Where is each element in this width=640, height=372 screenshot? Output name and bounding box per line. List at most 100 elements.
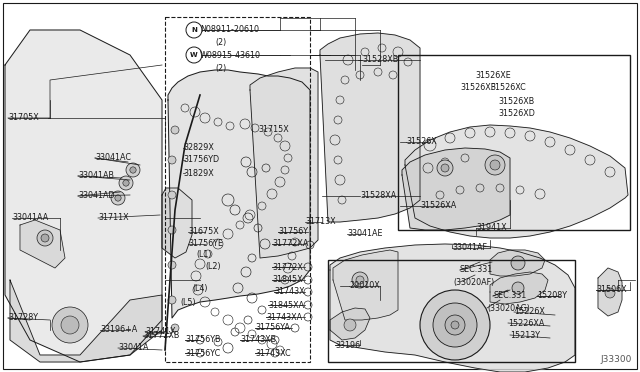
Text: 33041AB: 33041AB <box>78 171 114 180</box>
Text: 31713X: 31713X <box>305 218 335 227</box>
Text: 31526XE: 31526XE <box>475 71 511 80</box>
Text: J33300: J33300 <box>600 355 632 364</box>
Polygon shape <box>5 30 162 362</box>
Circle shape <box>356 276 364 284</box>
Text: 31756Y: 31756Y <box>278 228 308 237</box>
Circle shape <box>130 167 136 173</box>
Polygon shape <box>162 188 192 258</box>
Text: 31845XA: 31845XA <box>268 301 304 310</box>
Text: (2): (2) <box>215 38 227 48</box>
Polygon shape <box>490 250 545 276</box>
Text: 15208Y: 15208Y <box>537 292 567 301</box>
Polygon shape <box>333 250 398 320</box>
Polygon shape <box>168 70 310 318</box>
Circle shape <box>186 22 202 38</box>
Text: 33041AF: 33041AF <box>452 244 487 253</box>
Text: 31756YE: 31756YE <box>188 240 223 248</box>
Circle shape <box>511 256 525 270</box>
Polygon shape <box>330 308 370 340</box>
Text: 31528XB: 31528XB <box>362 55 398 64</box>
Text: 33041AE: 33041AE <box>347 230 383 238</box>
Circle shape <box>123 180 129 186</box>
Text: 31526XB: 31526XB <box>498 96 534 106</box>
Text: 31526XA: 31526XA <box>420 202 456 211</box>
Circle shape <box>126 163 140 177</box>
Text: 33041AC: 33041AC <box>95 154 131 163</box>
Text: 31741X: 31741X <box>145 327 175 337</box>
Text: 31728Y: 31728Y <box>8 314 38 323</box>
Text: SEC.331: SEC.331 <box>493 292 526 301</box>
Text: 31528XA: 31528XA <box>360 192 396 201</box>
Text: 31756YC: 31756YC <box>185 349 220 357</box>
Polygon shape <box>320 33 420 222</box>
Text: 31743XB: 31743XB <box>240 336 276 344</box>
Text: 33041A: 33041A <box>118 343 148 353</box>
Text: 31772XB: 31772XB <box>143 331 179 340</box>
Text: W: W <box>190 52 198 58</box>
Circle shape <box>441 164 449 172</box>
Text: 31829X: 31829X <box>183 169 214 177</box>
Text: W08915-43610: W08915-43610 <box>200 51 261 60</box>
Text: 31772XA: 31772XA <box>272 240 308 248</box>
Circle shape <box>168 156 176 164</box>
Circle shape <box>37 230 53 246</box>
Text: 33196: 33196 <box>335 340 360 350</box>
Text: 31743X: 31743X <box>274 288 305 296</box>
Circle shape <box>168 296 176 304</box>
Text: N: N <box>191 27 197 33</box>
Circle shape <box>119 176 133 190</box>
Text: (L2): (L2) <box>205 263 221 272</box>
Circle shape <box>490 160 500 170</box>
Circle shape <box>605 288 615 298</box>
Text: 31675X: 31675X <box>188 228 219 237</box>
Text: 29010X: 29010X <box>349 282 380 291</box>
Polygon shape <box>250 68 318 258</box>
Circle shape <box>420 290 490 360</box>
Circle shape <box>111 191 125 205</box>
Text: (33020AF): (33020AF) <box>453 278 494 286</box>
Polygon shape <box>20 220 65 268</box>
Text: (L5): (L5) <box>180 298 196 307</box>
Text: 31705X: 31705X <box>8 113 39 122</box>
Text: 15226X: 15226X <box>514 308 545 317</box>
Circle shape <box>171 324 179 332</box>
Text: 32829X: 32829X <box>183 144 214 153</box>
Polygon shape <box>598 268 622 316</box>
Text: 31526XC: 31526XC <box>490 83 525 93</box>
Text: 31772X: 31772X <box>272 263 303 272</box>
Text: SEC.331: SEC.331 <box>460 266 493 275</box>
Circle shape <box>437 160 453 176</box>
Text: 31526XF: 31526XF <box>460 83 495 93</box>
Text: 31845X: 31845X <box>272 276 303 285</box>
Text: 33041AD: 33041AD <box>78 192 115 201</box>
Polygon shape <box>402 148 510 230</box>
Circle shape <box>186 47 202 63</box>
Circle shape <box>168 191 176 199</box>
Circle shape <box>115 195 121 201</box>
Text: 31506X: 31506X <box>596 285 627 295</box>
Text: (L4): (L4) <box>192 283 207 292</box>
Text: 31941X: 31941X <box>476 224 507 232</box>
Text: 31743XA: 31743XA <box>266 312 302 321</box>
Text: 15226XA: 15226XA <box>508 318 545 327</box>
Text: (L1): (L1) <box>196 250 211 260</box>
Text: 31743XC: 31743XC <box>255 349 291 357</box>
Text: (2): (2) <box>215 64 227 73</box>
Bar <box>398 55 630 230</box>
Text: 31756YA: 31756YA <box>255 324 290 333</box>
Polygon shape <box>330 244 575 372</box>
Circle shape <box>352 272 368 288</box>
Circle shape <box>433 303 477 347</box>
Text: 15213Y: 15213Y <box>510 330 540 340</box>
Text: 31711X: 31711X <box>98 214 129 222</box>
Polygon shape <box>490 272 548 304</box>
Circle shape <box>61 316 79 334</box>
Polygon shape <box>10 280 162 362</box>
Text: 33041AA: 33041AA <box>12 214 48 222</box>
Bar <box>165 17 310 362</box>
Circle shape <box>451 321 459 329</box>
Circle shape <box>171 126 179 134</box>
Text: 31715X: 31715X <box>258 125 289 135</box>
Circle shape <box>168 226 176 234</box>
Circle shape <box>485 155 505 175</box>
